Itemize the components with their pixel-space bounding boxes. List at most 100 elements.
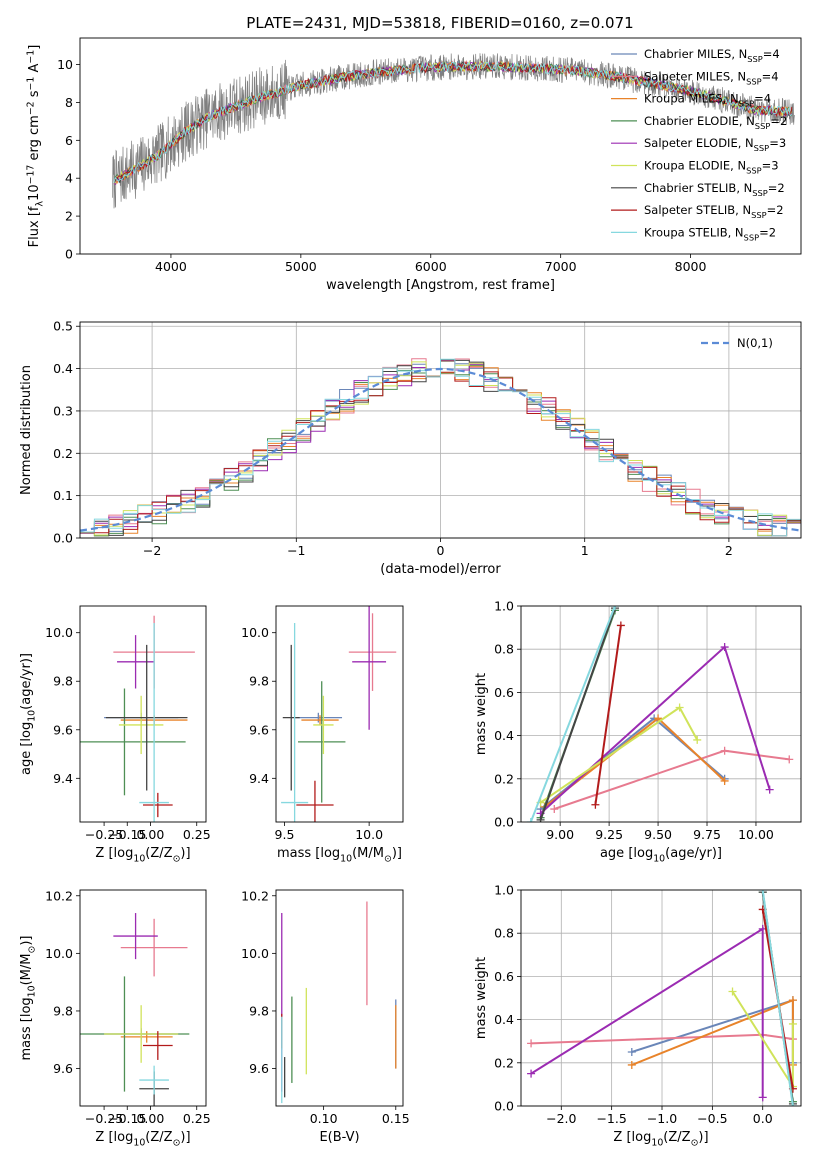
x-tick-label: 10.0 xyxy=(355,827,383,842)
weight-line-8 xyxy=(761,890,794,1106)
y-axis-label: mass weight xyxy=(474,957,489,1039)
axes-frame xyxy=(520,605,802,823)
x-tick-label: −0.15 xyxy=(108,1111,146,1126)
plot-area xyxy=(527,890,797,1106)
weight-marker-0-0 xyxy=(627,1048,636,1056)
weight-marker-8-1 xyxy=(610,606,619,610)
panel-residual-hist: −2 −1 0 1 2 0.0 0.1 0.2 0.3 0.4 0.5 (data-model)/er… xyxy=(19,319,802,577)
y-tick-label: 0.0 xyxy=(494,815,514,830)
x-tick-label: 6000 xyxy=(415,259,447,274)
y-tick-label: 10.2 xyxy=(241,888,269,903)
weight-marker-4-1 xyxy=(720,643,729,652)
x-tick-label: 4000 xyxy=(155,259,187,274)
x-tick-label: 9.75 xyxy=(693,827,721,842)
figure-title: PLATE=2431, MJD=53818, FIBERID=0160, z=0… xyxy=(246,14,633,32)
y-axis-label: mass [log10(M/M⊙)] xyxy=(19,935,38,1060)
panel-age-vs-mass: 9.5 10.0 9.4 9.6 9.8 10.0 mass [log10(M/M⊙)] xyxy=(241,605,404,865)
weight-marker-6-0 xyxy=(536,815,545,822)
weight-marker-1-2 xyxy=(785,755,794,764)
axes-frame xyxy=(79,605,207,823)
y-tick-label: 9.8 xyxy=(249,674,269,689)
y-tick-label: 1.0 xyxy=(494,599,514,614)
axes-frame xyxy=(79,889,207,1107)
x-tick-label: 9.5 xyxy=(275,827,295,842)
panel-weight-vs-Z: −2.0 −1.5 −1.0 −0.5 0.0 0.0 0.2 0.4 0.6 0.8 1.0 Z [… xyxy=(474,883,802,1149)
y-tick-label: 10.0 xyxy=(241,625,269,640)
x-tick-label: 7000 xyxy=(545,259,577,274)
legend-entry: N(0,1) xyxy=(737,336,773,350)
y-tick-label: 10.0 xyxy=(45,625,73,640)
observed-spectrum xyxy=(112,53,795,209)
x-tick-label: −1 xyxy=(287,543,305,558)
axes-frame xyxy=(275,889,404,1107)
histogram-8 xyxy=(80,358,801,537)
x-axis-label: age [log10(age/yr)] xyxy=(600,846,722,865)
y-tick-label: 0.0 xyxy=(494,1099,514,1114)
y-tick-label: 10 xyxy=(57,57,73,72)
weight-marker-8-0 xyxy=(758,890,767,894)
legend-entry: Chabrier ELODIE, NSSP=2 xyxy=(644,114,787,131)
x-tick-label: 0.10 xyxy=(310,1111,338,1126)
weight-marker-1-0 xyxy=(550,805,559,814)
x-tick-label: −0.25 xyxy=(85,1111,123,1126)
plot-area xyxy=(112,53,795,209)
x-tick-label: 0.25 xyxy=(183,827,211,842)
y-tick-label: 9.6 xyxy=(249,722,269,737)
y-tick-label: 4 xyxy=(65,171,73,186)
y-tick-label: 0.2 xyxy=(494,1055,514,1070)
weight-line-7 xyxy=(594,625,622,805)
plot-area xyxy=(80,615,195,822)
y-tick-label: 0.0 xyxy=(53,531,73,546)
y-tick-label: 9.8 xyxy=(53,674,73,689)
plot-area xyxy=(281,606,397,822)
weight-marker-1-1 xyxy=(720,746,729,755)
x-axis-label: Z [log10(Z/Z⊙)] xyxy=(95,846,190,865)
y-tick-label: 0.6 xyxy=(494,685,514,700)
y-tick-label: 6 xyxy=(65,133,73,148)
weight-marker-4-0 xyxy=(527,1069,536,1078)
weight-marker-4-2 xyxy=(758,1093,767,1102)
y-axis-label: mass weight xyxy=(474,673,489,755)
weight-line-0 xyxy=(539,717,726,810)
legend-entry: Kroupa ELODIE, NSSP=3 xyxy=(644,159,779,176)
y-tick-label: 0.8 xyxy=(494,642,514,657)
x-axis-label: wavelength [Angstrom, rest frame] xyxy=(326,278,555,293)
x-tick-label: −2 xyxy=(143,543,161,558)
x-tick-label: 0.0 xyxy=(753,1111,773,1126)
y-tick-label: 0.4 xyxy=(494,1012,514,1027)
x-tick-label: 0.00 xyxy=(136,1111,164,1126)
normal-reference-curve xyxy=(80,367,801,532)
legend-entry: Salpeter ELODIE, NSSP=3 xyxy=(644,136,786,153)
y-tick-label: 0.5 xyxy=(53,319,73,334)
weight-marker-5-0 xyxy=(728,987,737,996)
x-tick-label: 0.00 xyxy=(136,827,164,842)
model-spectrum-7 xyxy=(113,60,793,184)
x-axis-label: (data-model)/error xyxy=(380,562,501,577)
x-tick-label: 10.00 xyxy=(738,827,774,842)
y-axis-label: Normed distribution xyxy=(19,365,34,495)
y-tick-label: 10.2 xyxy=(45,888,73,903)
panel-spectrum: 4000 5000 6000 7000 8000 0 2 4 6 8 10 wavelength [A… xyxy=(26,37,802,293)
y-tick-label: 0.2 xyxy=(53,446,73,461)
weight-marker-8-1 xyxy=(788,1102,797,1106)
x-tick-label: 5000 xyxy=(285,259,317,274)
weight-line-4 xyxy=(539,645,771,815)
model-spectrum-6 xyxy=(113,60,793,184)
legend-entry: Salpeter MILES, NSSP=4 xyxy=(644,69,779,86)
weight-marker-5-2 xyxy=(788,1019,797,1028)
y-tick-label: 0.6 xyxy=(494,969,514,984)
x-axis-label: Z [log10(Z/Z⊙)] xyxy=(95,1130,190,1149)
y-tick-label: 0.3 xyxy=(53,403,73,418)
x-axis-label: Z [log10(Z/Z⊙)] xyxy=(613,1130,708,1149)
x-tick-label: −0.25 xyxy=(85,827,123,842)
weight-line-4 xyxy=(530,927,764,1098)
weight-marker-5-1 xyxy=(675,703,684,712)
x-tick-label: −1.0 xyxy=(647,1111,677,1126)
y-tick-label: 9.6 xyxy=(53,722,73,737)
y-tick-label: 9.4 xyxy=(249,771,269,786)
weight-marker-2-1 xyxy=(788,996,797,1005)
legend-entry: Kroupa STELIB, NSSP=2 xyxy=(644,225,776,242)
y-tick-label: 1.0 xyxy=(494,883,514,898)
x-tick-label: −1.5 xyxy=(596,1111,626,1126)
